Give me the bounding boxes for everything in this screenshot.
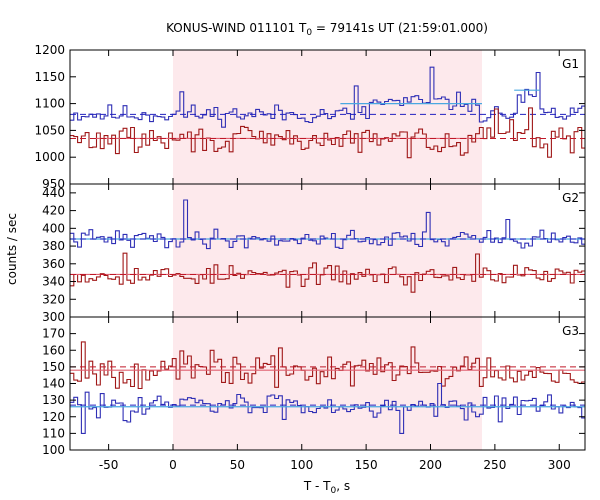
shaded-interval — [173, 317, 482, 450]
y-tick-label: 300 — [42, 310, 65, 324]
y-tick-label: 320 — [42, 292, 65, 306]
series-red-histogram — [70, 341, 585, 390]
y-tick-label: 340 — [42, 275, 65, 289]
y-tick-label: 400 — [42, 221, 65, 235]
x-axis-label-main: T - T — [303, 479, 331, 493]
panel-label: G3 — [562, 324, 579, 338]
chart-title: KONUS-WIND 011101 T0 = 79141s UT (21:59:… — [166, 21, 488, 38]
y-tick-label: 100 — [42, 443, 65, 457]
shaded-interval — [173, 184, 482, 317]
x-tick-label: 300 — [548, 458, 571, 472]
x-tick-label: 50 — [230, 458, 245, 472]
y-tick-label: 170 — [42, 327, 65, 341]
panel-g1: 950 1000 1050 1100 1150 1200 G1 — [34, 43, 586, 191]
x-axis-label: T - T0, s — [303, 479, 350, 496]
series-red-histogram — [70, 107, 585, 159]
panel-g3: 100 110 120 130 140 150 160 170 -50 0 50 100 150 200 2… — [42, 316, 586, 472]
y-tick-label: 950 — [42, 177, 65, 191]
y-tick-label: 160 — [42, 343, 65, 357]
chart-title-suffix: = 79141s UT (21:59:01.000) — [312, 21, 488, 35]
panel-label: G1 — [562, 57, 579, 71]
panel-label: G2 — [562, 191, 579, 205]
x-tick-label: 0 — [169, 458, 177, 472]
y-axis-label: counts / sec — [5, 213, 19, 285]
x-axis-label-suffix: , s — [336, 479, 350, 493]
y-tick-label: 140 — [42, 377, 65, 391]
y-tick-label: 1100 — [34, 97, 65, 111]
x-axis-label-sub: 0 — [331, 486, 337, 496]
y-tick-label: 1050 — [34, 123, 65, 137]
panel-g2: 300 320 340 360 380 400 420 440 G2 — [42, 183, 586, 324]
y-tick-label: 1200 — [34, 43, 65, 57]
y-tick-label: 440 — [42, 186, 65, 200]
y-tick-label: 380 — [42, 239, 65, 253]
series-blue-histogram — [70, 382, 585, 434]
y-tick-label: 1150 — [34, 70, 65, 84]
y-tick-label: 1000 — [34, 150, 65, 164]
y-tick-label: 420 — [42, 204, 65, 218]
y-tick-label: 110 — [42, 426, 65, 440]
x-tick-label: -50 — [99, 458, 119, 472]
y-tick-label: 150 — [42, 360, 65, 374]
y-tick-label: 130 — [42, 393, 65, 407]
chart-title-sub: 0 — [306, 28, 312, 38]
panels-group: 95010001050110011501200G1300320340360380… — [34, 43, 586, 472]
x-tick-label: 250 — [483, 458, 506, 472]
y-tick-label: 360 — [42, 257, 65, 271]
series-red-histogram — [70, 252, 585, 293]
x-tick-label: 200 — [419, 458, 442, 472]
x-tick-label: 100 — [290, 458, 313, 472]
y-tick-label: 120 — [42, 410, 65, 424]
x-tick-label: 150 — [355, 458, 378, 472]
chart-title-prefix: KONUS-WIND 011101 T — [166, 21, 307, 35]
